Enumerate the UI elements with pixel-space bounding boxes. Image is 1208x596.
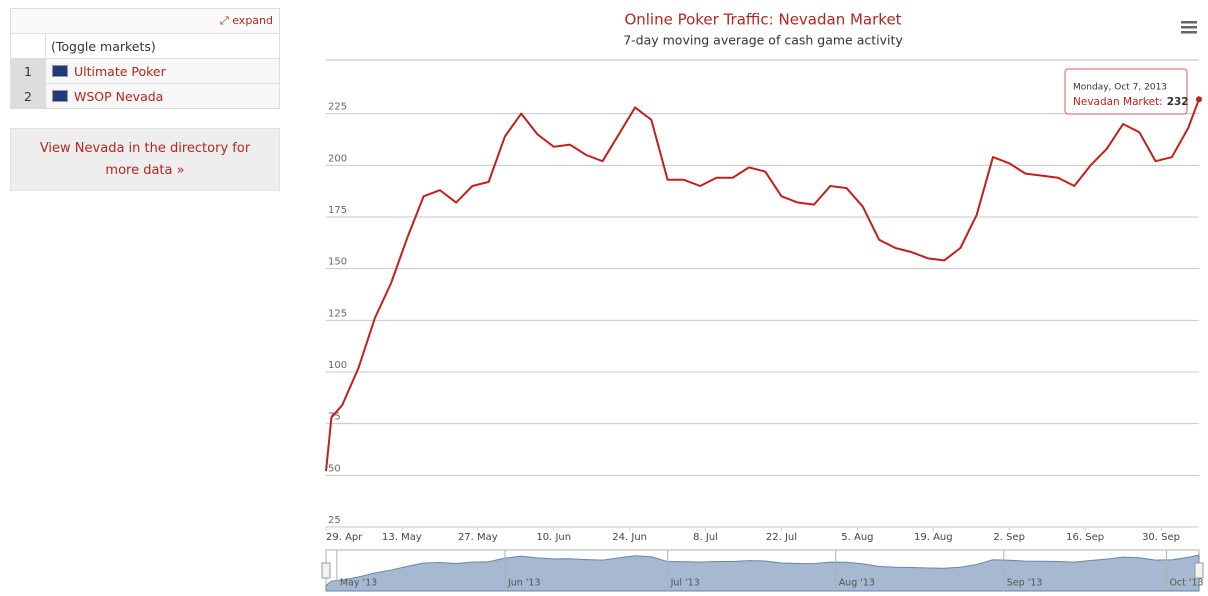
hover-marker: [1196, 96, 1202, 103]
x-tick-label: 22. Jul: [766, 532, 797, 543]
menu-button[interactable]: [1181, 21, 1197, 34]
y-tick-label: 25: [328, 515, 341, 526]
y-tick-label: 200: [328, 153, 347, 164]
expand-text: expand: [232, 14, 273, 27]
toggle-row[interactable]: (Toggle markets): [10, 34, 280, 59]
navigator-area: [325, 554, 1200, 592]
navigator-label: Aug '13: [839, 578, 875, 589]
navigator-label: Oct '13: [1169, 578, 1203, 589]
x-tick-label: 30. Sep: [1142, 532, 1180, 543]
navigator-handle[interactable]: [321, 562, 331, 579]
tooltip-body: Nevadan Market: 232: [1073, 96, 1189, 108]
market-table: ⤢ expand (Toggle markets) 1 Ultimate Pok…: [10, 8, 280, 109]
flag: [52, 65, 68, 77]
x-tick-label: 29. Apr: [326, 532, 363, 543]
row-number: 1: [11, 59, 46, 83]
navigator-label: Jun '13: [507, 578, 541, 589]
x-tick-label: 24. Jun: [612, 532, 647, 543]
directory-box: View Nevada in the directory for more da…: [10, 128, 280, 191]
x-tick-label: 13. May: [382, 532, 422, 543]
navigator-handle[interactable]: [1194, 562, 1204, 579]
market-row[interactable]: 1 Ultimate Poker: [10, 59, 280, 84]
x-tick-label: 5. Aug: [841, 532, 873, 543]
navigator-label: Jul '13: [670, 578, 700, 589]
tooltip-label: Nevadan Market:: [1073, 96, 1163, 108]
navigator: [325, 549, 1200, 592]
y-tick-label: 150: [328, 257, 347, 268]
chart-title: Online Poker Traffic: Nevadan Market: [624, 11, 901, 29]
y-tick-label: 75: [328, 412, 341, 423]
blank-cell: [11, 34, 46, 58]
tooltip-box: [1064, 68, 1188, 115]
y-tick-label: 50: [328, 463, 341, 474]
flag: [52, 90, 68, 102]
navigator-label: Sep '13: [1007, 578, 1043, 589]
directory-link[interactable]: View Nevada in the directory for more da…: [39, 140, 251, 178]
x-tick-label: 2. Sep: [993, 532, 1025, 543]
market-link[interactable]: Ultimate Poker: [74, 63, 166, 79]
chart-subtitle: 7-day moving average of cash game activi…: [623, 33, 903, 48]
market-link[interactable]: WSOP Nevada: [74, 88, 164, 104]
table-header: ⤢ expand: [10, 8, 280, 34]
y-tick-label: 100: [328, 360, 347, 371]
x-tick-label: 19. Aug: [914, 532, 953, 543]
x-tick-label: 16. Sep: [1066, 532, 1104, 543]
series-line: [325, 98, 1200, 472]
x-tick-label: 8. Jul: [693, 532, 718, 543]
x-tick-label: 27. May: [458, 532, 498, 543]
navigator-label: May '13: [340, 578, 377, 589]
y-tick-label: 125: [328, 308, 347, 319]
expand-link[interactable]: ⤢ expand: [219, 14, 273, 27]
y-tick-label: 175: [328, 205, 347, 216]
y-tick-label: 225: [328, 102, 347, 113]
x-tick-label: 10. Jun: [536, 532, 571, 543]
market-row[interactable]: 2 WSOP Nevada: [10, 84, 280, 109]
tooltip-header: Monday, Oct 7, 2013: [1073, 83, 1167, 93]
tooltip-value: 232: [1167, 96, 1189, 108]
toggle-text: (Toggle markets): [51, 38, 156, 54]
row-number: 2: [11, 84, 46, 108]
